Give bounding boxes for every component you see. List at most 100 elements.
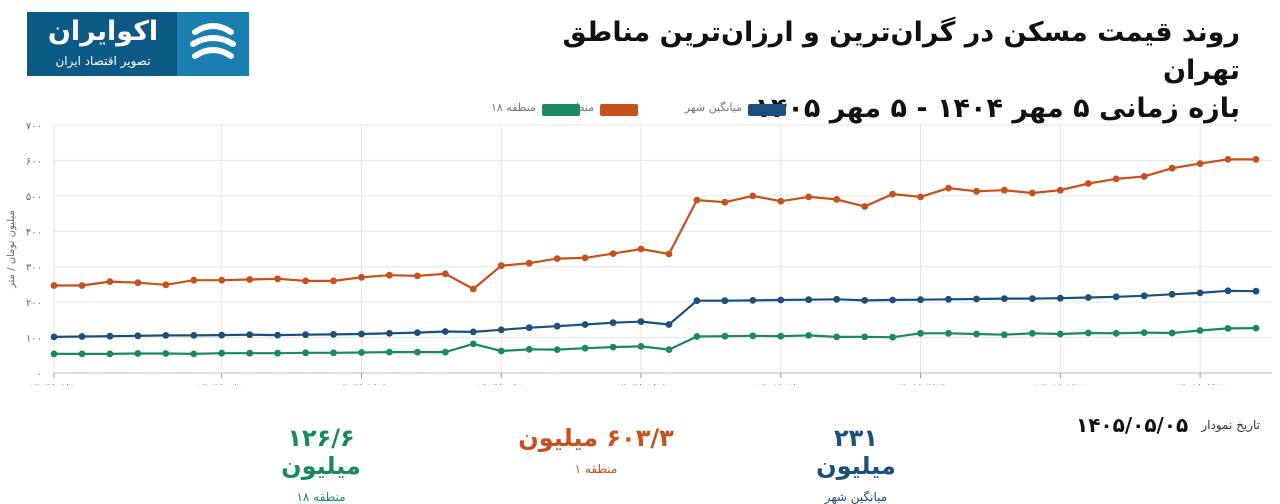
- data-point-city-average: [889, 296, 896, 304]
- data-point-city-average: [497, 326, 505, 334]
- data-point-district-18: [861, 333, 869, 341]
- data-point-district-1: [777, 197, 785, 205]
- data-point-city-average: [525, 324, 533, 332]
- chart-date-value: ۱۴۰۵/۰۵/۰۵: [1076, 413, 1189, 437]
- data-point-district-18: [162, 350, 170, 357]
- chart-title: روند قیمت مسکن در گران‌ترین و ارزان‌ترین…: [480, 14, 1240, 128]
- data-point-city-average: [777, 296, 785, 304]
- data-point-district-18: [777, 332, 785, 340]
- y-tick-label: ۳۰۰: [26, 263, 42, 274]
- x-tick-label: ۱۴۰۴/۱۱/۲۶: [616, 383, 666, 385]
- data-point-district-18: [134, 350, 142, 357]
- x-tick-label: ۱۴۰۵/۰۶/۲۲: [1175, 383, 1225, 385]
- data-point-district-1: [386, 271, 393, 279]
- stat-label-district-1: منطقه ۱: [574, 462, 618, 476]
- data-point-city-average: [302, 331, 309, 339]
- data-point-city-average: [945, 295, 952, 303]
- data-point-district-1: [78, 282, 86, 289]
- data-point-district-18: [525, 345, 533, 353]
- brand-name: اکوایران: [47, 16, 159, 47]
- data-point-city-average: [386, 329, 393, 337]
- legend-label-city-average: میانگین شهر: [684, 101, 742, 114]
- data-point-district-18: [414, 348, 421, 356]
- data-point-district-18: [945, 329, 952, 337]
- data-point-district-1: [553, 255, 561, 262]
- legend-swatch-district-18: [542, 104, 580, 116]
- data-point-city-average: [106, 332, 114, 340]
- data-point-district-18: [302, 349, 309, 357]
- data-point-district-1: [861, 203, 869, 210]
- data-point-district-18: [1029, 329, 1036, 337]
- x-tick-label: ۱۴۰۵/۰۵/۱۸: [1035, 383, 1085, 385]
- data-point-district-1: [525, 259, 533, 267]
- data-point-district-18: [218, 349, 226, 357]
- data-point-district-1: [1056, 186, 1064, 194]
- data-point-district-1: [1029, 189, 1036, 197]
- data-point-city-average: [162, 332, 170, 339]
- legend-swatch-district-1: [600, 104, 638, 116]
- data-point-district-1: [50, 282, 58, 289]
- data-point-city-average: [1140, 292, 1148, 300]
- data-point-district-1: [469, 285, 477, 293]
- data-point-district-1: [1140, 173, 1148, 180]
- data-point-district-1: [609, 250, 617, 257]
- brand-logo: اکوایران تصویر اقتصاد ایران: [27, 12, 249, 76]
- data-point-district-18: [330, 349, 337, 357]
- y-axis-title: میلیون تومان / متر: [6, 210, 17, 289]
- data-point-district-18: [358, 349, 365, 356]
- data-point-district-1: [162, 281, 170, 289]
- data-point-city-average: [190, 332, 198, 339]
- data-point-district-1: [805, 193, 813, 201]
- data-point-district-18: [441, 348, 449, 356]
- data-point-city-average: [1029, 295, 1036, 302]
- x-tick-label: ۱۴۰۵/۰۴/۱۴: [896, 383, 946, 385]
- data-point-district-18: [609, 343, 617, 351]
- data-point-district-1: [1252, 156, 1260, 163]
- data-point-city-average: [581, 321, 589, 328]
- data-point-city-average: [274, 331, 281, 339]
- data-point-district-18: [1224, 325, 1232, 332]
- data-point-district-1: [1112, 175, 1120, 183]
- x-tick-label: ۱۴۰۴/۰۹/۱۶: [337, 383, 387, 385]
- data-point-city-average: [1252, 287, 1260, 295]
- data-point-district-1: [218, 276, 226, 284]
- data-point-city-average: [1224, 287, 1232, 295]
- chart-date-label: تاریخ نمودار: [1201, 418, 1260, 432]
- data-point-district-1: [358, 273, 365, 281]
- data-point-district-1: [1168, 164, 1176, 172]
- data-point-city-average: [78, 333, 86, 340]
- data-point-district-1: [721, 198, 729, 206]
- data-point-district-18: [1001, 331, 1008, 339]
- data-point-district-18: [106, 350, 114, 358]
- chart-title-line2: بازه زمانی ۵ مهر ۱۴۰۴ - ۵ مهر ۱۴۰۵: [754, 93, 1240, 124]
- data-point-city-average: [609, 319, 617, 327]
- data-point-district-18: [1084, 329, 1092, 337]
- data-point-district-18: [693, 333, 701, 340]
- data-point-city-average: [218, 331, 226, 339]
- data-point-city-average: [637, 318, 645, 325]
- series-line-city-average: [53, 289, 1257, 338]
- legend-item-district-18[interactable]: منطقه ۱۸: [446, 101, 586, 119]
- legend-item-city-average[interactable]: میانگین شهر: [636, 101, 786, 119]
- data-point-city-average: [50, 333, 58, 341]
- x-tick-label: ۱۴۰۵/۰۳/۱۰: [756, 383, 806, 385]
- data-point-district-18: [246, 349, 254, 357]
- data-point-district-18: [1252, 324, 1260, 332]
- data-point-district-1: [1001, 186, 1008, 194]
- x-tick-label: ۱۴۰۴/۱۰/۲۱: [476, 383, 526, 385]
- data-point-district-18: [274, 349, 281, 357]
- brand-tagline: تصویر اقتصاد ایران: [55, 54, 151, 68]
- x-tick-label: ۱۴۰۴/۰۶/۳۰: [29, 383, 79, 385]
- stat-city-average: ۲۳۱ میلیون میانگین شهر: [796, 424, 916, 504]
- y-tick-label: ۰: [37, 369, 42, 380]
- data-point-district-1: [1084, 180, 1092, 187]
- data-point-district-1: [889, 190, 896, 198]
- data-point-district-1: [330, 277, 337, 285]
- data-point-city-average: [1168, 290, 1176, 298]
- data-point-district-18: [190, 350, 198, 358]
- data-point-district-18: [665, 346, 673, 353]
- data-point-city-average: [441, 328, 449, 335]
- y-tick-label: ۱۰۰: [26, 334, 42, 345]
- data-point-district-1: [973, 187, 980, 195]
- chart-date: تاریخ نمودار ۱۴۰۵/۰۵/۰۵: [1076, 413, 1260, 437]
